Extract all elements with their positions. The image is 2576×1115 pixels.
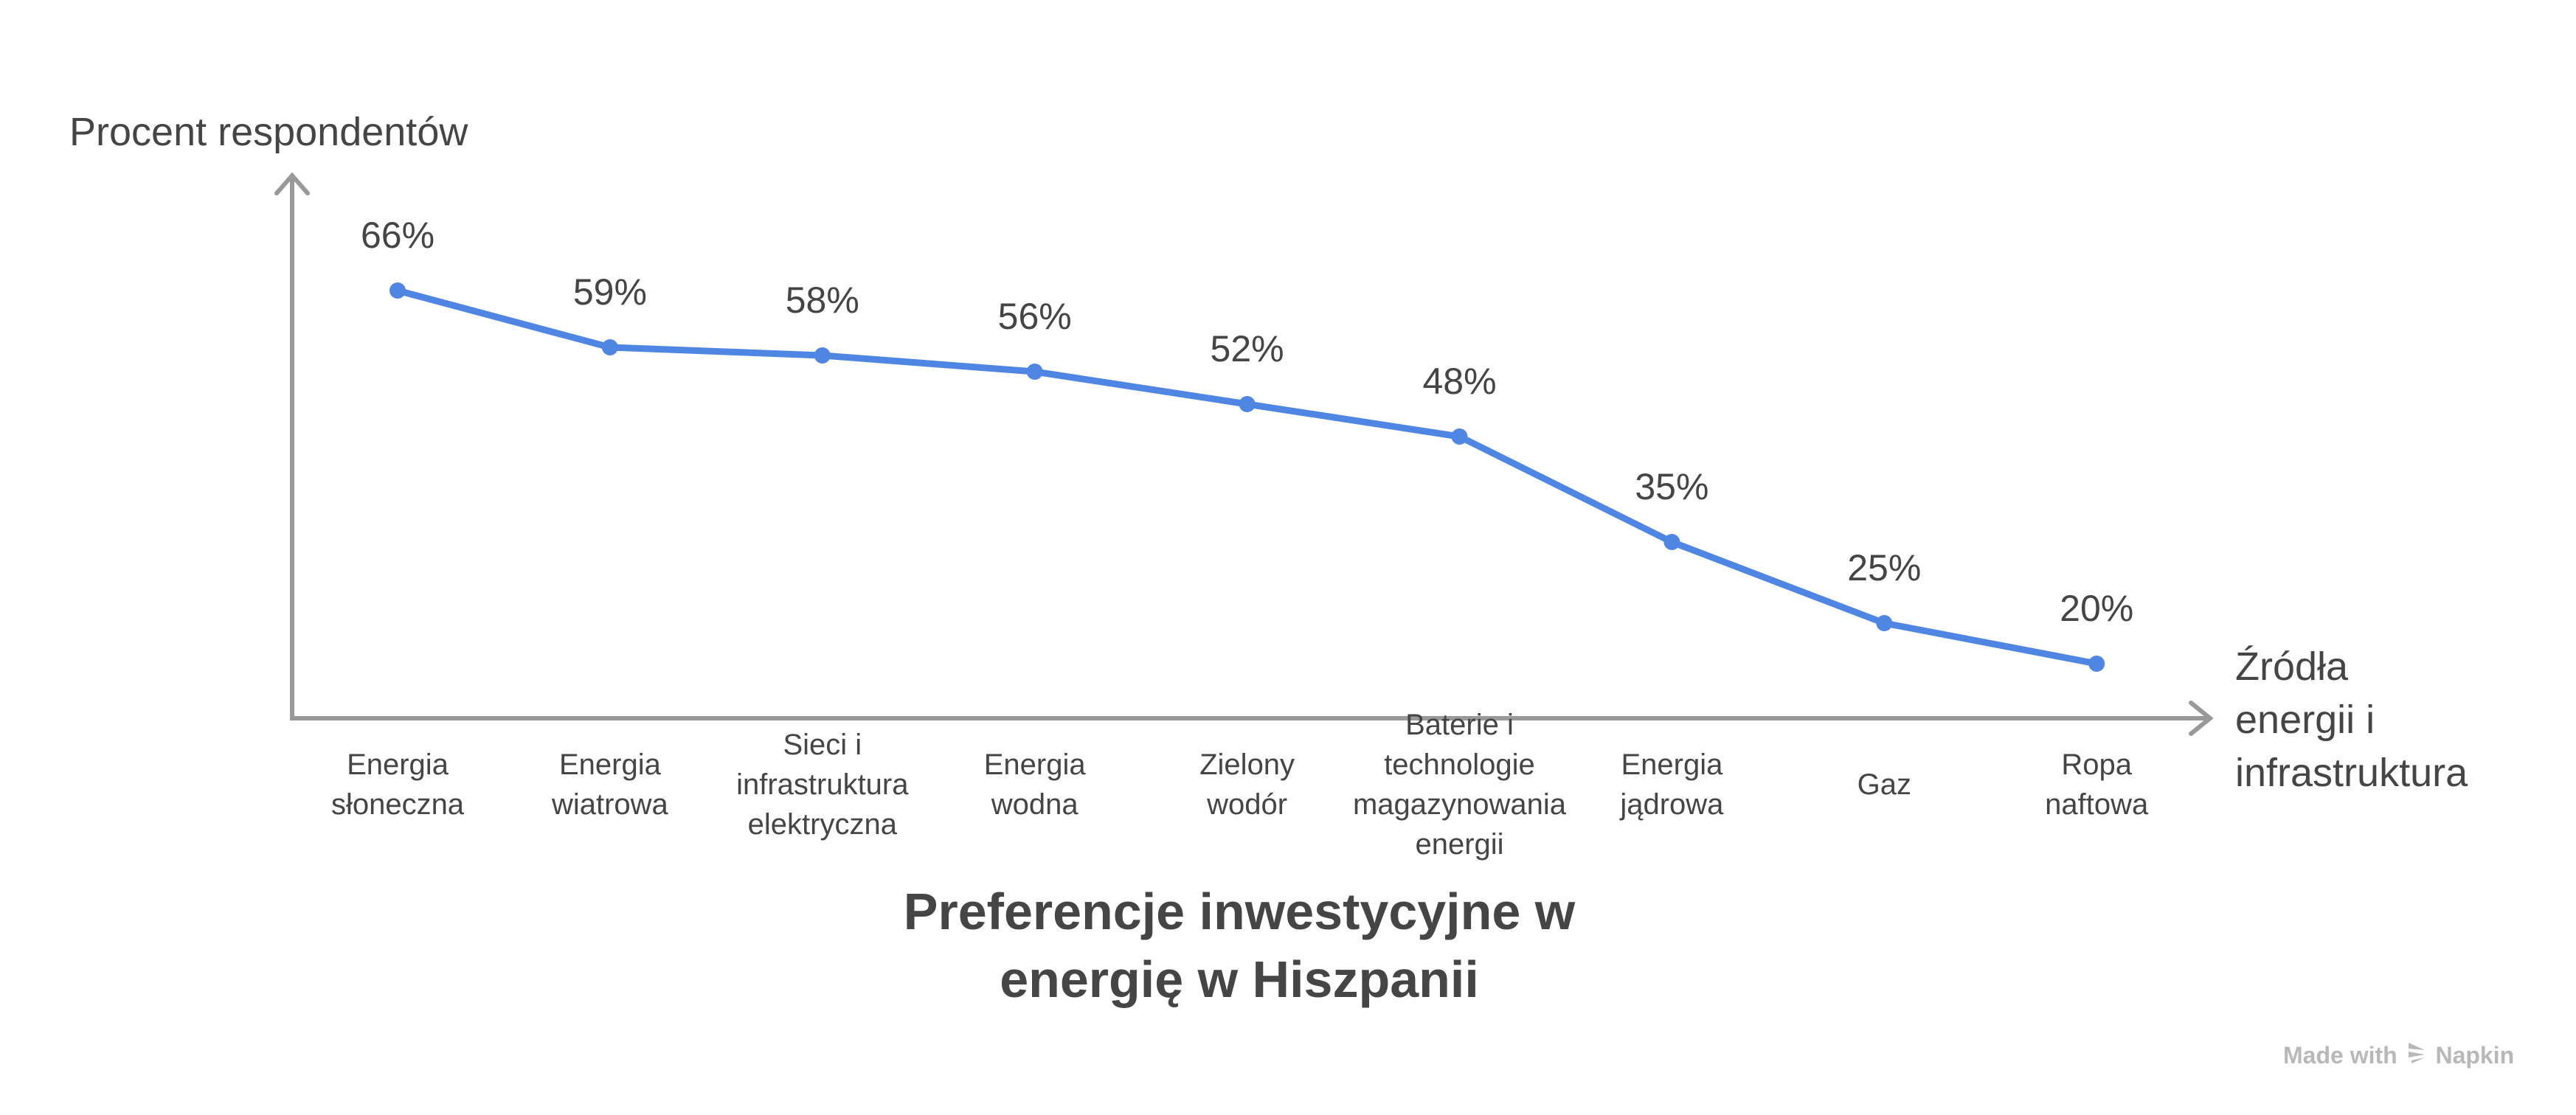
data-point [814,347,831,364]
data-point [1663,534,1680,550]
watermark: Made with Napkin [2283,1040,2514,1071]
chart-title: Preferencje inwestycyjne w energię w His… [903,883,1576,1008]
data-label: 56% [997,296,1072,337]
x-tick-label: Energia jądrowa [1620,748,1724,821]
data-label: 25% [1847,547,1922,588]
data-point [1876,615,1893,631]
data-label: 35% [1635,466,1709,507]
data-point [1026,364,1043,380]
x-tick-label: Gaz [1857,768,1911,801]
x-tick-label: Sieci i infrastruktura elektryczna [736,729,909,841]
x-tick-label: Energia wodna [983,748,1086,821]
watermark-text: Made with [2283,1041,2397,1069]
data-point [389,282,406,299]
x-tick-label: Energia słoneczna [330,748,465,821]
data-label: 48% [1422,361,1497,402]
data-point [601,339,618,355]
data-label: 20% [2060,588,2134,629]
watermark-brand: Napkin [2435,1041,2515,1069]
x-axis [290,701,2214,736]
y-axis-label: Procent respondentów [69,110,468,154]
x-tick-label: Baterie i technologie magazynowania ener… [1352,709,1567,861]
x-tick-label: Energia wiatrowa [551,748,668,821]
data-point [2088,656,2105,672]
data-point [1239,396,1256,412]
y-axis [274,172,310,720]
napkin-logo-icon [2404,1040,2429,1071]
data-label: 52% [1210,328,1284,369]
x-axis-label: Źródła energii i infrastruktura [2235,645,2468,795]
data-label: 58% [785,279,859,321]
data-label: 59% [572,271,647,313]
x-tick-label: Zielony wodór [1199,748,1295,821]
data-point [1451,428,1468,445]
data-label: 66% [360,215,435,256]
x-tick-label: Ropa naftowa [2045,748,2149,821]
